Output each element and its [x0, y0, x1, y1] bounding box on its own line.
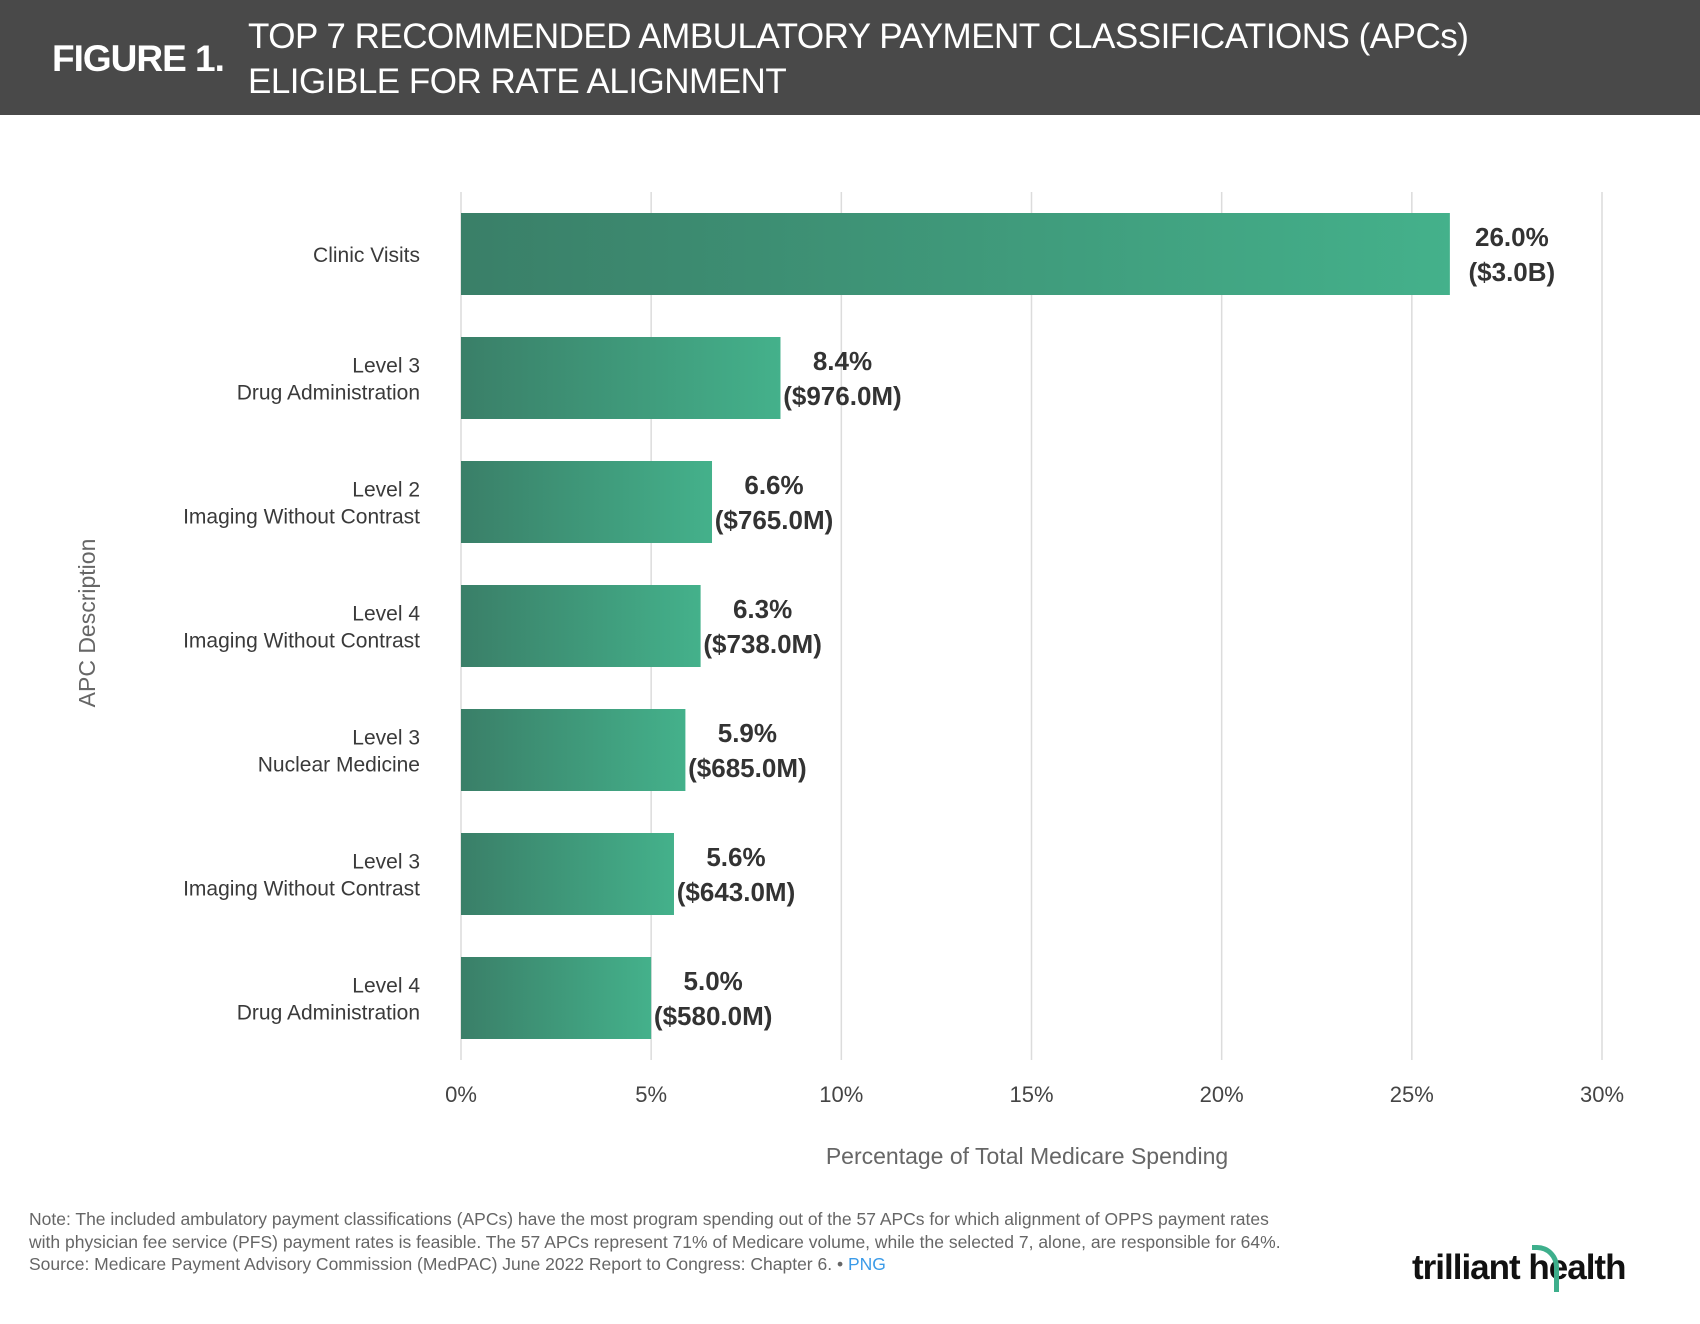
title-line-1: TOP 7 RECOMMENDED AMBULATORY PAYMENT CLA… — [248, 17, 1469, 56]
trilliant-health-logo: trilliant health — [1412, 1248, 1626, 1287]
source-text: Source: Medicare Payment Advisory Commis… — [29, 1254, 833, 1274]
x-tick-label: 10% — [819, 1082, 863, 1107]
data-label: 26.0% — [1475, 222, 1549, 252]
category-label: Imaging Without Contrast — [183, 506, 420, 529]
title-line-2: ELIGIBLE FOR RATE ALIGNMENT — [248, 62, 787, 101]
data-label: 5.6% — [706, 842, 765, 872]
png-link[interactable]: PNG — [847, 1254, 886, 1274]
data-label: ($738.0M) — [703, 629, 822, 659]
bar — [461, 461, 713, 543]
x-tick-label: 20% — [1200, 1082, 1244, 1107]
category-label: Clinic Visits — [313, 244, 420, 267]
data-label: ($3.0B) — [1469, 257, 1556, 287]
data-label: ($580.0M) — [654, 1001, 773, 1031]
bar — [461, 585, 701, 667]
source-line: Source: Medicare Payment Advisory Commis… — [29, 1253, 1289, 1276]
logo-swoosh-icon — [1532, 1245, 1559, 1292]
category-label: Nuclear Medicine — [258, 754, 420, 777]
x-axis-title: Percentage of Total Medicare Spending — [826, 1143, 1228, 1169]
category-label: Level 2 — [352, 479, 420, 502]
bar — [461, 957, 652, 1039]
footnote: Note: The included ambulatory payment cl… — [29, 1208, 1289, 1276]
figure-title: TOP 7 RECOMMENDED AMBULATORY PAYMENT CLA… — [248, 14, 1469, 104]
separator: • — [836, 1254, 844, 1274]
x-tick-label: 0% — [445, 1082, 477, 1107]
category-label: Level 3 — [352, 851, 420, 874]
x-tick-label: 25% — [1390, 1082, 1434, 1107]
data-label: 6.3% — [733, 594, 792, 624]
category-label: Level 3 — [352, 355, 420, 378]
category-label: Level 3 — [352, 727, 420, 750]
bar — [461, 709, 686, 791]
data-label: ($976.0M) — [783, 381, 902, 411]
category-label: Imaging Without Contrast — [183, 630, 420, 653]
data-label: ($643.0M) — [677, 877, 796, 907]
category-label: Drug Administration — [237, 382, 420, 405]
data-label: 6.6% — [744, 470, 803, 500]
x-tick-label: 30% — [1580, 1082, 1624, 1107]
x-tick-label: 5% — [635, 1082, 667, 1107]
data-label: 5.9% — [718, 718, 777, 748]
x-tick-label: 15% — [1009, 1082, 1053, 1107]
bar — [461, 833, 674, 915]
data-label: 8.4% — [813, 346, 872, 376]
note-text: Note: The included ambulatory payment cl… — [29, 1209, 1281, 1252]
category-label: Imaging Without Contrast — [183, 878, 420, 901]
category-label: Drug Administration — [237, 1002, 420, 1025]
category-label: Level 4 — [352, 603, 420, 626]
figure-label: FIGURE 1. — [52, 38, 225, 79]
bar — [461, 337, 781, 419]
y-axis-title: APC Description — [74, 539, 100, 708]
bar — [461, 213, 1450, 295]
data-label: 5.0% — [684, 966, 743, 996]
data-label: ($765.0M) — [715, 505, 834, 535]
bar-chart: 0% 5% 10% 15% 20% 25% 30% Clinic Visits 26.0% ($3… — [74, 192, 1624, 1169]
category-label: Level 4 — [352, 975, 420, 998]
data-label: ($685.0M) — [688, 753, 807, 783]
figure-header: FIGURE 1. TOP 7 RECOMMENDED AMBULATORY P… — [0, 0, 1700, 115]
